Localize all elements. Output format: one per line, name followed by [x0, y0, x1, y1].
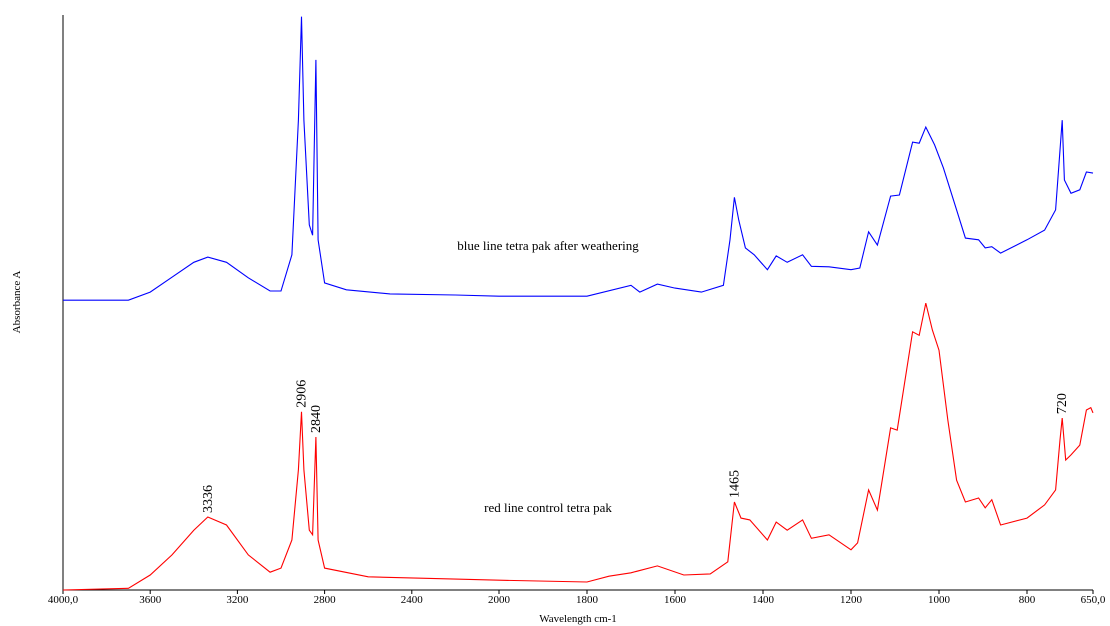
peak-label: 2840	[309, 405, 324, 433]
x-tick-label: 3600	[139, 594, 162, 606]
spectrum-line	[63, 16, 1094, 301]
x-tick-label: 4000,0	[48, 594, 79, 606]
x-tick-label: 3200	[226, 594, 249, 606]
spectrum-line	[62, 302, 1094, 591]
peak-label: 3336	[201, 485, 216, 513]
peak-label: 1465	[727, 470, 742, 498]
x-tick-label: 650,0	[1081, 594, 1106, 606]
x-tick-label: 1600	[664, 594, 687, 606]
x-tick-label: 2400	[401, 594, 424, 606]
x-tick-label: 2800	[314, 594, 337, 606]
x-tick-label: 1800	[576, 594, 599, 606]
x-tick-label: 1400	[752, 594, 775, 606]
y-axis-label: Absorbance A	[11, 271, 23, 334]
annotation: blue line tetra pak after weathering	[457, 238, 639, 253]
x-axis-label: Wavelength cm-1	[539, 613, 617, 625]
annotation: red line control tetra pak	[484, 500, 612, 515]
x-tick-label: 1200	[840, 594, 863, 606]
x-tick-label: 1000	[928, 594, 951, 606]
x-tick-label: 800	[1019, 594, 1036, 606]
x-tick-label: 2000	[488, 594, 511, 606]
peak-label: 720	[1055, 393, 1070, 414]
peak-label: 2906	[294, 380, 309, 408]
